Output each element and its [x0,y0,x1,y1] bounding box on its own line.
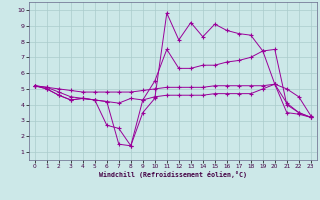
X-axis label: Windchill (Refroidissement éolien,°C): Windchill (Refroidissement éolien,°C) [99,171,247,178]
